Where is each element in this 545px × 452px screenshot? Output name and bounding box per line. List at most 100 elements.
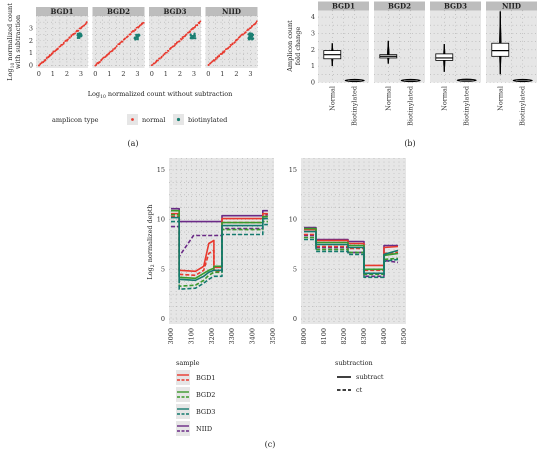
a-point-normal [111,49,114,52]
a-point-biotinylated [79,35,82,38]
a-point-normal [207,63,210,66]
a-strip [149,7,201,16]
b-category-label: Normal [328,86,336,111]
a-point-normal [255,20,258,23]
a-point-normal [62,41,65,44]
a-point-normal [68,36,71,39]
a-point-normal [216,56,219,59]
a-point-biotinylated [136,35,139,38]
b-violin-normal-body [499,11,502,75]
a-point-normal [165,51,168,54]
a-point-normal [118,43,121,46]
a-x-tick-label: 0 [37,70,41,78]
a-point-normal [121,40,124,43]
c-legend-label-niid: NIID [196,425,212,433]
b-box-normal [491,42,510,57]
a-point-normal [167,49,170,52]
a-legend-dot-biotinylated [176,117,181,122]
a-point-biotinylated [249,33,252,37]
a-point-normal [181,37,184,40]
a-point-normal [95,64,98,66]
a-point-normal [221,51,224,54]
a-point-normal [61,43,64,46]
a-point-biotinylated [190,35,193,38]
a-point-normal [178,40,181,43]
b-strip [430,1,481,11]
a-facet-bgd3: BGD3 0 1 2 3 [149,7,202,78]
a-strip [205,7,258,16]
c-legend-key-bgd3 [176,404,190,419]
c-legend-sample-title: sample [176,359,200,367]
c-y-tick-label: 0 [293,315,297,323]
c-ylabel: Log2 normalized depth [146,204,156,279]
a-point-normal [129,33,132,36]
c-facet-left: 3000 3100 3200 3300 3400 3500 0 5 10 15 [157,158,277,345]
a-x-tick-label: 3 [192,70,196,78]
a-x-tick-label: 2 [65,70,69,78]
a-point-normal [114,46,117,49]
a-point-normal [162,54,165,57]
c-x-tick-label: 8200 [340,328,348,345]
a-point-normal [45,57,48,60]
b-strip [374,1,425,11]
a-point-biotinylated [193,34,197,38]
a-strip [92,7,145,16]
a-point-normal [242,33,244,36]
a-point-normal [160,55,163,58]
a-point-normal [189,30,191,33]
c-x-tick-label: 3100 [187,328,195,345]
a-point-normal [125,36,128,39]
c-x-tick-label: 8400 [380,328,388,345]
c-line-bgd3-ct [171,220,268,290]
a-point-normal [127,35,129,38]
b-strip-label: BGD2 [388,2,411,11]
b-category-label: Biotinylated [519,86,527,126]
a-point-normal [83,24,86,27]
a-point-normal [174,42,177,45]
a-point-biotinylated [249,37,252,40]
a-legend-label-normal: normal [142,116,165,124]
c-legend-label-bgd1: BGD1 [196,374,215,382]
c-y-tick-label: 10 [289,216,297,224]
a-point-normal [44,59,47,62]
a-legend-title: amplicon type [52,116,99,124]
a-x-tick-label: 1 [107,70,111,78]
c-x-tick-label: 8000 [300,328,308,345]
a-point-normal [251,24,254,27]
a-legend-dot-normal [131,118,134,121]
a-x-tick-label: 2 [178,70,182,78]
a-point-normal [85,21,88,23]
a-point-normal [235,39,238,42]
a-point-normal [77,29,80,32]
a-point-biotinylated [249,32,252,35]
a-x-tick-label: 0 [150,70,154,78]
b-strip-label: BGD3 [444,2,467,11]
c-line-bgd2-ct [304,236,399,276]
a-point-biotinylated [251,37,254,40]
c-legend-key-niid [176,421,190,436]
a-strip-label: NIID [222,7,241,16]
a-point-normal [134,28,137,31]
a-caption: (a) [127,139,138,148]
a-point-normal [194,25,197,28]
a-point-normal [140,23,142,26]
b-box-normal [435,53,454,61]
a-point-normal [105,54,108,57]
c-x-tick-label: 3200 [208,328,216,345]
a-x-tick-label: 1 [220,70,224,78]
c-line-bgd3-ct [304,238,399,279]
a-panel-bg [149,16,201,68]
b-y-tick-label: 2 [311,46,315,54]
a-point-normal [192,28,194,30]
panel-c: 3000 3100 3200 3300 3400 3500 0 5 10 15 8000 8100 82… [146,158,408,449]
c-line-bgd3-subtract [304,230,399,275]
a-point-normal [196,24,199,26]
a-x-tick-label: 0 [93,70,97,78]
a-x-tick-label: 1 [51,70,55,78]
a-point-biotinylated [136,37,139,40]
b-category-label: Biotinylated [351,86,359,126]
a-x-tick-label: 2 [121,70,125,78]
a-ylabel-line1: Log10 normalized count [6,3,16,81]
a-y-tick-label: 1 [29,49,33,57]
